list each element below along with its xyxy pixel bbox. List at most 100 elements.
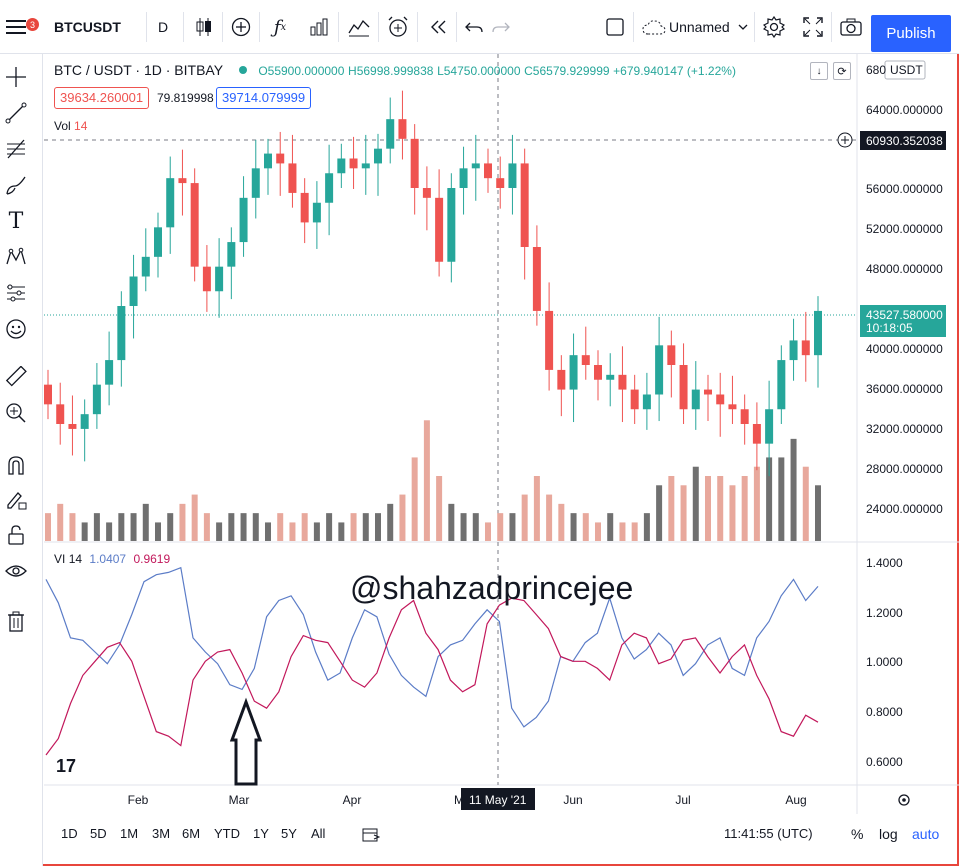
notification-badge: 3 — [26, 18, 39, 31]
reset-icon[interactable]: ⟳ — [833, 62, 851, 80]
buy-price-button[interactable]: 39714.079999 — [216, 87, 312, 109]
magnet-icon[interactable] — [3, 452, 29, 478]
log-toggle[interactable]: log — [879, 826, 898, 842]
volume-bar — [179, 503, 186, 541]
volume-bar — [692, 466, 699, 541]
clock-time[interactable]: 11:41:55 (UTC) — [724, 826, 813, 841]
range-button-1y[interactable]: 1Y — [253, 826, 269, 841]
lock-icon[interactable] — [3, 522, 29, 548]
candle-body — [92, 384, 101, 415]
volume-bar — [448, 503, 455, 541]
trash-icon[interactable] — [3, 608, 29, 634]
candle-body — [288, 163, 297, 193]
volume-bar — [387, 503, 394, 541]
fullscreen-icon[interactable] — [801, 14, 825, 40]
price-tick-label: 56000.000000 — [866, 182, 943, 196]
alert-chart-icon[interactable] — [347, 14, 371, 40]
candle-body — [386, 119, 395, 149]
compare-icon[interactable] — [230, 14, 252, 40]
volume-bar — [69, 513, 76, 541]
lock-drawing-icon[interactable] — [3, 486, 29, 512]
volume-bar — [203, 513, 210, 541]
candle-body — [300, 192, 309, 223]
forecast-icon[interactable] — [3, 280, 29, 306]
replay-icon[interactable] — [426, 14, 450, 40]
zoom-in-icon[interactable] — [3, 400, 29, 426]
interval-button[interactable]: D — [158, 19, 169, 35]
volume-bar — [705, 476, 711, 541]
volume-bar — [619, 522, 626, 541]
range-button-ytd[interactable]: YTD — [214, 826, 240, 841]
date-range-icon[interactable] — [362, 826, 381, 845]
menu-icon[interactable] — [4, 14, 28, 40]
candle-body — [361, 163, 370, 169]
layout-name[interactable]: Unnamed — [669, 19, 730, 35]
templates-icon[interactable] — [308, 14, 332, 40]
chevron-down-icon[interactable] — [736, 14, 750, 40]
range-button-5y[interactable]: 5Y — [281, 826, 297, 841]
volume-bar — [533, 476, 540, 541]
undo-icon[interactable] — [463, 14, 485, 40]
price-tick-label: 52000.000000 — [866, 222, 943, 236]
gear-icon[interactable] — [762, 14, 786, 40]
camera-icon[interactable] — [839, 14, 863, 40]
ohlc-low: L54750.000000 — [437, 64, 521, 78]
candle-body — [642, 394, 651, 410]
range-button-all[interactable]: All — [311, 826, 326, 841]
alarm-clock-icon[interactable] — [386, 14, 410, 40]
candle-body — [129, 276, 138, 306]
volume-bar — [326, 513, 333, 541]
sell-price-button[interactable]: 39634.260001 — [54, 87, 150, 109]
fib-tool-icon[interactable] — [3, 136, 29, 162]
volume-bar — [411, 457, 418, 541]
volume-bar — [741, 476, 748, 541]
ruler-icon[interactable] — [3, 364, 29, 390]
trend-line-icon[interactable] — [3, 100, 29, 126]
volume-bar — [558, 503, 565, 541]
candle-body — [471, 163, 480, 169]
range-button-6m[interactable]: 6M — [182, 826, 201, 841]
candle-body — [80, 414, 89, 429]
range-button-3m[interactable]: 3M — [152, 826, 171, 841]
price-scale-currency: USDT — [890, 63, 923, 77]
volume-bar — [155, 522, 161, 541]
volume-bar — [546, 494, 553, 541]
symbol-search[interactable]: BTCUSDT — [54, 19, 121, 35]
brush-icon[interactable] — [3, 172, 29, 198]
candle-body — [606, 374, 615, 380]
axis-settings-icon[interactable] — [898, 794, 910, 806]
smiley-icon[interactable] — [3, 316, 29, 342]
text-tool-icon[interactable]: T — [8, 208, 24, 234]
eye-icon[interactable] — [3, 558, 29, 584]
candle-body — [422, 188, 431, 198]
volume-bar — [228, 513, 235, 541]
crosshair-icon[interactable] — [3, 64, 29, 90]
range-button-5d[interactable]: 5D — [90, 826, 107, 841]
scroll-down-icon[interactable]: ↓ — [810, 62, 828, 80]
pattern-icon[interactable] — [3, 244, 29, 270]
redo-icon[interactable] — [490, 14, 512, 40]
volume-bar — [753, 466, 760, 541]
candle-body — [190, 183, 199, 267]
auto-toggle[interactable]: auto — [912, 826, 940, 842]
volume-bar — [790, 438, 797, 541]
market-status-dot — [238, 66, 247, 74]
last-price-label: 43527.580000 — [866, 308, 943, 322]
volume-bar — [717, 476, 724, 541]
volume-bar — [423, 420, 430, 541]
range-button-1m[interactable]: 1M — [120, 826, 139, 841]
candle-type-icon[interactable] — [193, 14, 215, 40]
publish-button[interactable]: Publish — [871, 15, 951, 52]
volume-bar — [362, 513, 369, 541]
range-button-1d[interactable]: 1D — [61, 826, 78, 841]
candle-body — [594, 365, 602, 380]
volume-bar — [766, 457, 773, 541]
symbol-title: BTC / USDT · 1D · BITBAY — [54, 62, 224, 78]
candle-body — [545, 310, 554, 370]
volume-bar — [399, 494, 406, 541]
time-tick-label: Jul — [675, 793, 690, 807]
percent-toggle[interactable]: % — [851, 826, 864, 842]
select-layout-icon[interactable] — [604, 14, 626, 40]
